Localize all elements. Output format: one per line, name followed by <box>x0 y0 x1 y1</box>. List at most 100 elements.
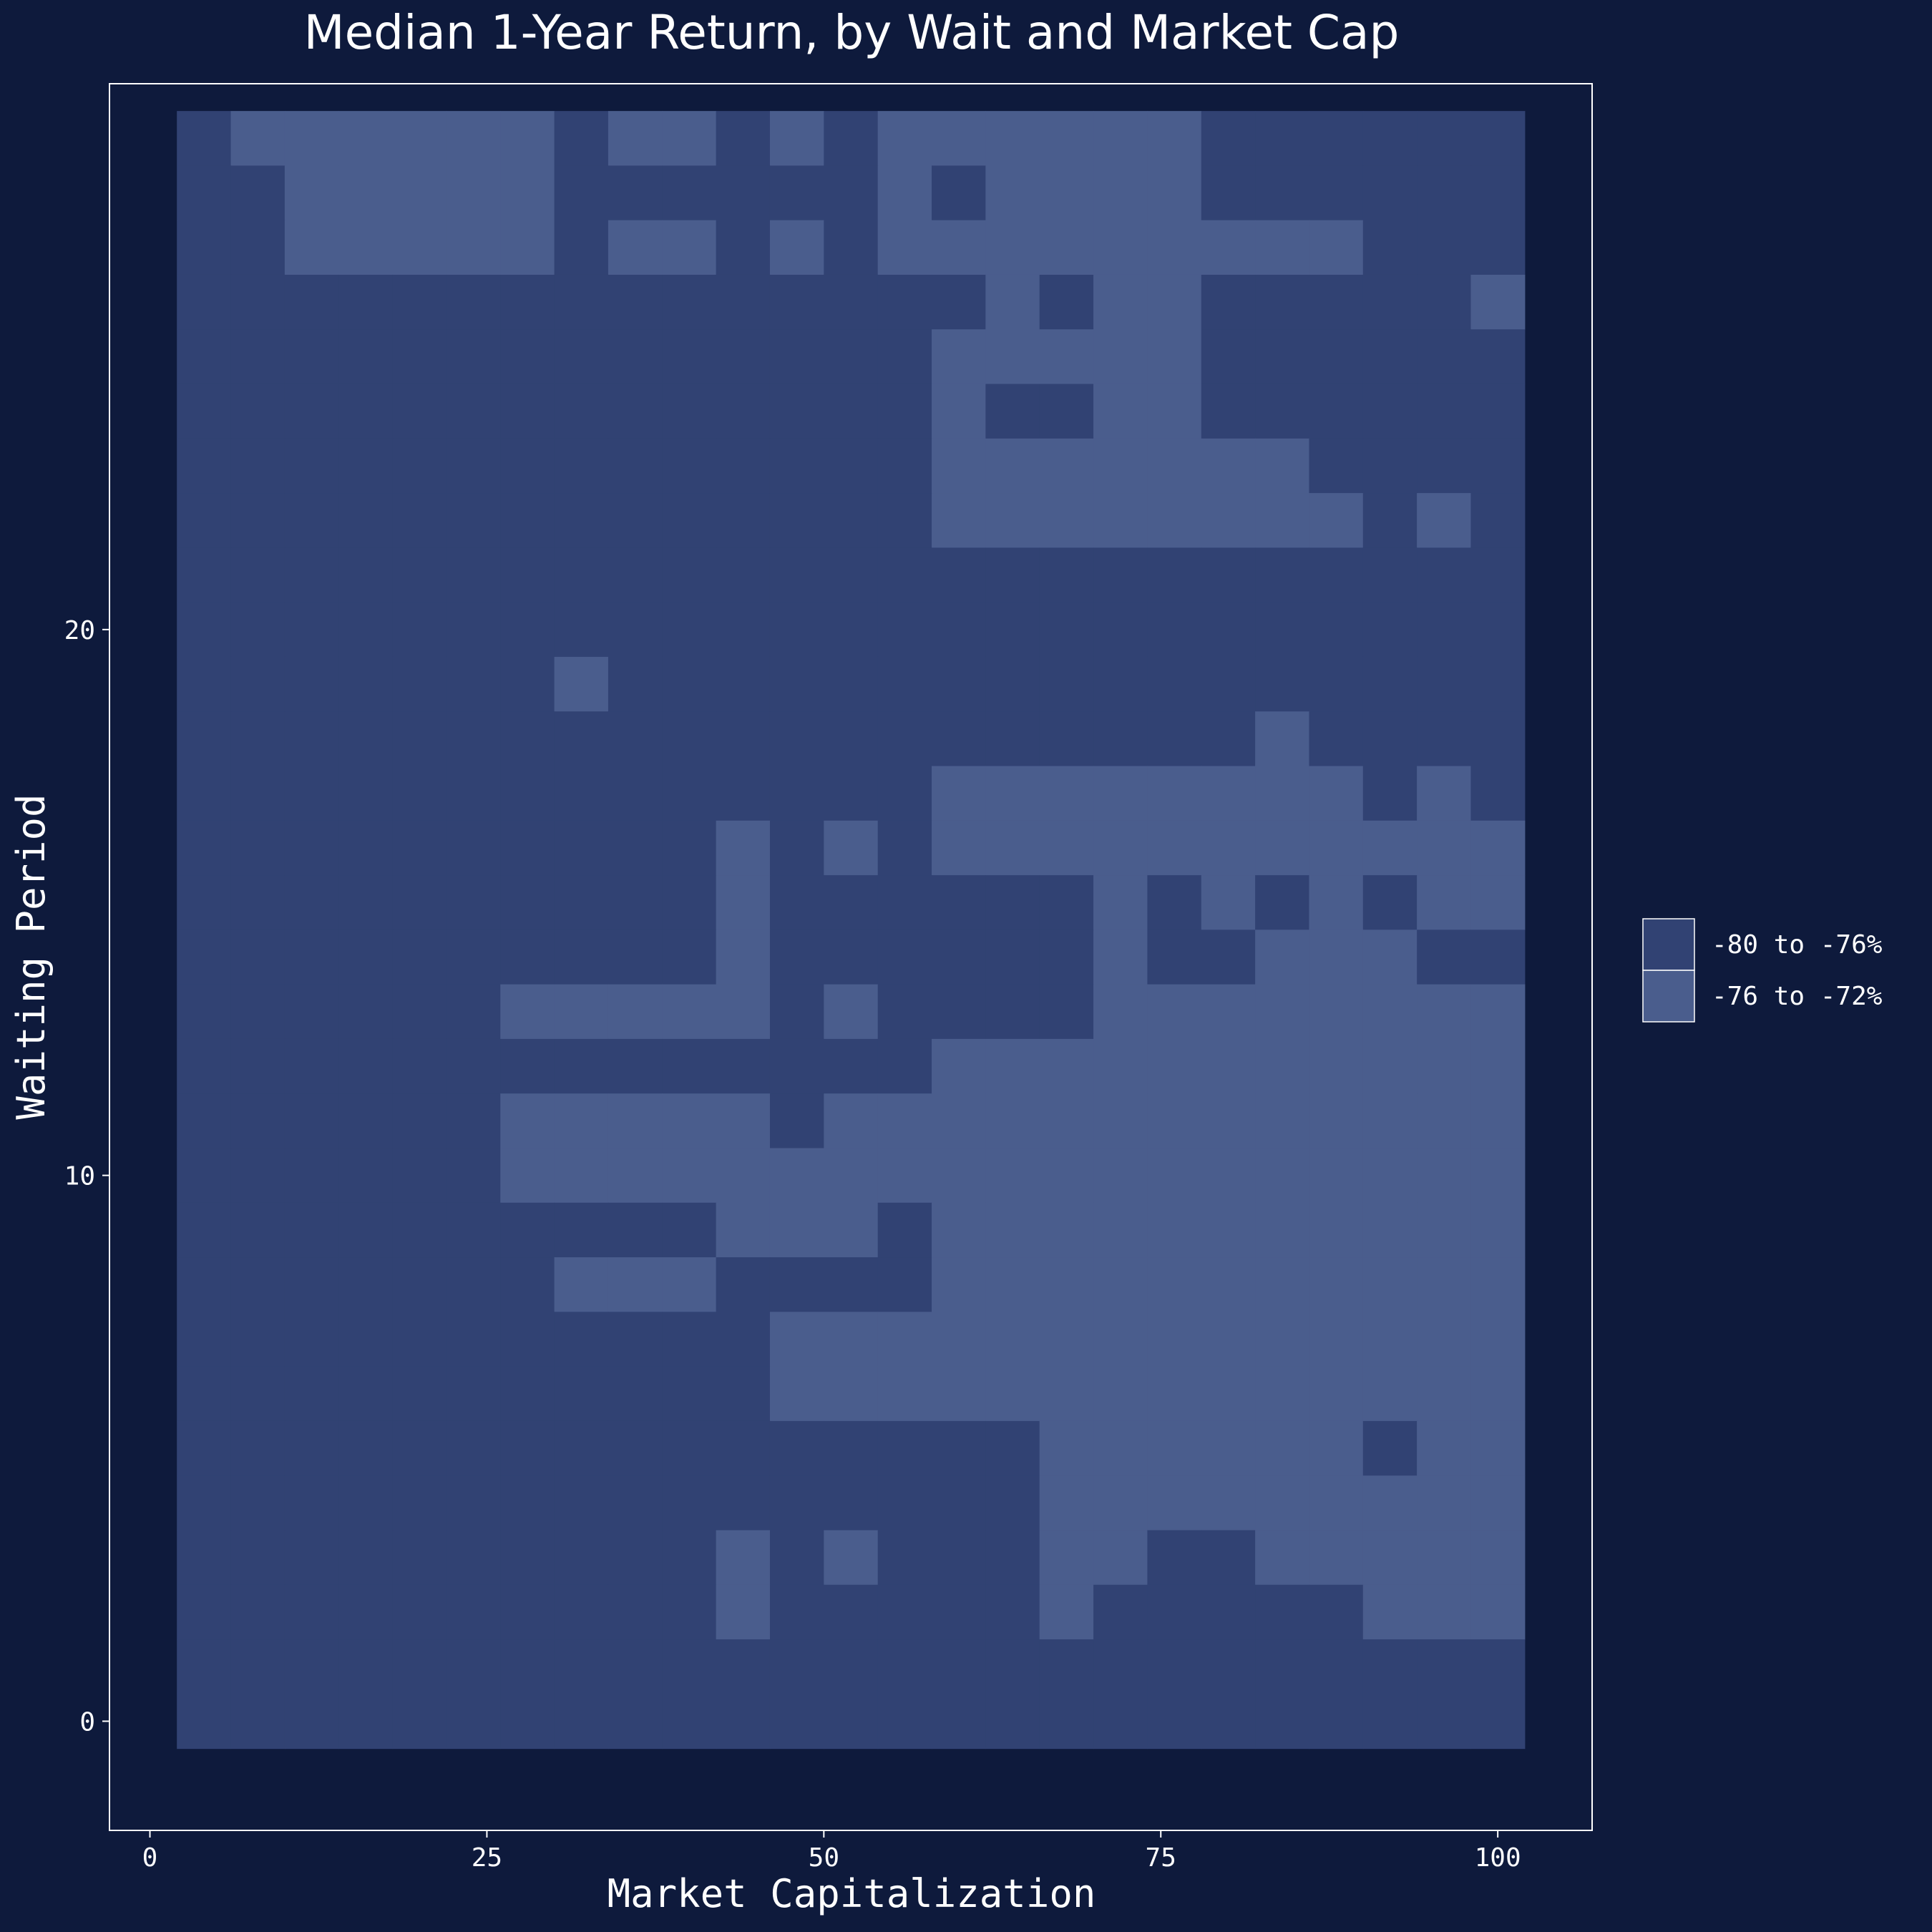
heatmap-cell <box>877 384 932 439</box>
heatmap-cell <box>230 711 286 767</box>
heatmap-cell <box>177 1694 232 1750</box>
legend-swatch <box>1642 970 1695 1023</box>
heatmap-cell <box>662 656 717 712</box>
heatmap-cell <box>446 602 501 658</box>
heatmap-cell <box>824 875 879 930</box>
heatmap-cell <box>1417 602 1472 658</box>
heatmap-cell <box>392 1038 447 1094</box>
heatmap-cell <box>338 1530 394 1586</box>
heatmap-cell <box>1417 1475 1472 1531</box>
heatmap-cell <box>608 438 663 494</box>
x-tick-label: 50 <box>809 1843 839 1873</box>
heatmap-cell <box>1309 1202 1364 1258</box>
heatmap-cell <box>824 274 879 330</box>
heatmap-cell <box>662 711 717 767</box>
heatmap-cell <box>877 165 932 221</box>
heatmap-cell <box>608 602 663 658</box>
heatmap-cell <box>608 766 663 821</box>
heatmap-cell <box>284 111 339 167</box>
heatmap-cell <box>554 1639 609 1694</box>
heatmap-cell <box>392 1312 447 1367</box>
heatmap-cell <box>608 1257 663 1312</box>
heatmap-cell <box>716 165 771 221</box>
heatmap-cell <box>500 329 555 385</box>
heatmap-cell <box>877 766 932 821</box>
heatmap-cell <box>1255 1366 1310 1422</box>
heatmap-cell <box>932 711 986 767</box>
heatmap-cell <box>1417 165 1472 221</box>
heatmap-cell <box>1309 1694 1364 1750</box>
heatmap-cell <box>177 711 232 767</box>
heatmap-cell <box>1093 1694 1148 1750</box>
heatmap-cell <box>824 656 879 712</box>
heatmap-cell <box>1470 711 1526 767</box>
heatmap-cell <box>392 111 447 167</box>
heatmap-cell <box>932 165 986 221</box>
heatmap-cell <box>1093 1530 1148 1586</box>
heatmap-cell <box>1039 1475 1094 1531</box>
heatmap-cell <box>877 1694 932 1750</box>
heatmap-cell <box>1417 1148 1472 1204</box>
heatmap-cell <box>1255 1093 1310 1149</box>
heatmap-cell <box>284 1366 339 1422</box>
heatmap-cell <box>662 1475 717 1531</box>
heatmap-cell <box>932 438 986 494</box>
heatmap-cell <box>1470 1530 1526 1586</box>
heatmap-cell <box>338 493 394 548</box>
heatmap-cell <box>1417 1366 1472 1422</box>
heatmap-cell <box>338 820 394 876</box>
heatmap-cell <box>608 1038 663 1094</box>
heatmap-cell <box>446 1038 501 1094</box>
heatmap-cell <box>1255 493 1310 548</box>
heatmap-cell <box>1255 329 1310 385</box>
heatmap-cell <box>608 1148 663 1204</box>
heatmap-cell <box>230 111 286 167</box>
heatmap-cell <box>824 766 879 821</box>
heatmap-cell <box>985 165 1040 221</box>
heatmap-cell <box>338 1093 394 1149</box>
heatmap-cell <box>1201 930 1256 985</box>
heatmap-cell <box>608 274 663 330</box>
heatmap-cell <box>1201 1148 1256 1204</box>
heatmap-cell <box>769 111 824 167</box>
heatmap-cell <box>1093 1312 1148 1367</box>
heatmap-cell <box>877 493 932 548</box>
heatmap-cell <box>1309 384 1364 439</box>
heatmap-cell <box>1201 1257 1256 1312</box>
heatmap-cell <box>985 274 1040 330</box>
heatmap-cell <box>769 1694 824 1750</box>
heatmap-cell <box>1417 384 1472 439</box>
heatmap-cell <box>824 329 879 385</box>
heatmap-cell <box>932 274 986 330</box>
heatmap-cell <box>1362 602 1418 658</box>
heatmap-cell <box>177 1038 232 1094</box>
heatmap-cell <box>446 984 501 1040</box>
heatmap-cell <box>1147 274 1202 330</box>
heatmap-cell <box>392 1475 447 1531</box>
heatmap-cell <box>554 274 609 330</box>
heatmap-cell <box>392 1639 447 1694</box>
heatmap-cell <box>177 329 232 385</box>
heatmap-cell <box>824 1093 879 1149</box>
heatmap-cell <box>1362 1639 1418 1694</box>
heatmap-cell <box>1417 766 1472 821</box>
heatmap-cell <box>392 1202 447 1258</box>
heatmap-cell <box>1147 1093 1202 1149</box>
heatmap-cell <box>985 438 1040 494</box>
heatmap-cell <box>877 602 932 658</box>
heatmap-cell <box>392 711 447 767</box>
heatmap-cell <box>877 1093 932 1149</box>
heatmap-cell <box>1147 438 1202 494</box>
heatmap-cell <box>338 329 394 385</box>
heatmap-cell <box>1255 165 1310 221</box>
heatmap-cell <box>716 220 771 275</box>
heatmap-cell <box>1147 220 1202 275</box>
heatmap-cell <box>338 438 394 494</box>
heatmap-cell <box>769 984 824 1040</box>
heatmap-cell <box>1201 384 1256 439</box>
heatmap-cell <box>338 766 394 821</box>
heatmap-cell <box>1470 766 1526 821</box>
heatmap-cell <box>716 930 771 985</box>
heatmap-cell <box>230 165 286 221</box>
heatmap-cell <box>662 930 717 985</box>
